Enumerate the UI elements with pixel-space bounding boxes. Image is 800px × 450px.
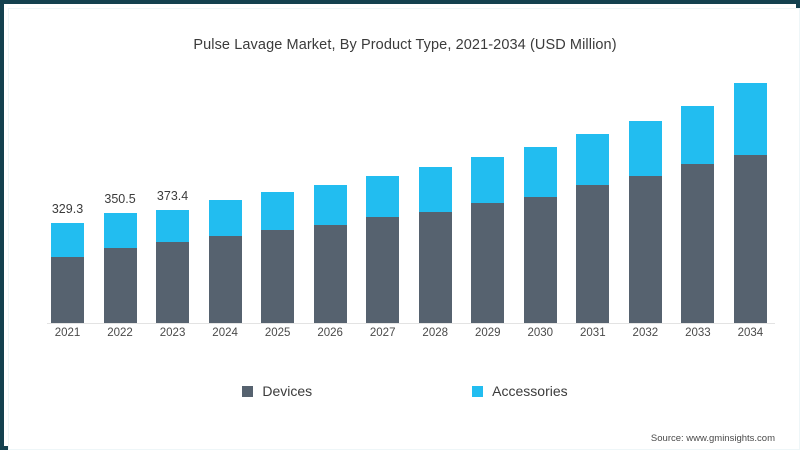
bar-column[interactable] xyxy=(628,69,662,323)
bar-stack[interactable] xyxy=(208,199,242,323)
bar-segment-accessories[interactable] xyxy=(366,176,400,218)
x-axis-line xyxy=(47,323,775,324)
bar-group: 329.3 350.5 373.4 xyxy=(39,69,779,323)
bar-segment-devices[interactable] xyxy=(681,163,715,323)
bar-column[interactable]: 373.4 xyxy=(156,69,190,323)
x-axis-tick-label: 2033 xyxy=(685,327,711,339)
bar-segment-accessories[interactable] xyxy=(471,157,505,204)
legend-item[interactable]: Devices xyxy=(242,383,312,399)
bar-segment-devices[interactable] xyxy=(628,175,662,323)
x-axis-tick-label: 2023 xyxy=(159,327,186,339)
chart-canvas: Pulse Lavage Market, By Product Type, 20… xyxy=(8,8,800,450)
bar-value-label: 350.5 xyxy=(104,192,136,207)
bar-segment-accessories[interactable] xyxy=(418,167,452,213)
bar-column[interactable]: 329.3 xyxy=(51,69,84,323)
bar-column[interactable] xyxy=(576,69,610,323)
bar-stack[interactable] xyxy=(628,121,662,323)
bar-segment-accessories[interactable] xyxy=(261,192,295,230)
bar-segment-accessories[interactable] xyxy=(103,213,137,249)
bar-stack[interactable] xyxy=(313,184,347,323)
legend-label: Devices xyxy=(262,383,313,399)
bar-segment-devices[interactable] xyxy=(733,154,767,323)
bar-column[interactable] xyxy=(681,69,715,323)
bar-stack[interactable] xyxy=(103,213,137,323)
source-attribution: Source: www.gminsights.com xyxy=(650,433,775,444)
x-axis-tick-label: 2025 xyxy=(264,327,291,339)
bar-value-label: 329.3 xyxy=(51,202,84,217)
bar-value-label: 373.4 xyxy=(156,189,189,204)
legend-swatch-icon xyxy=(472,385,484,397)
bar-segment-accessories[interactable] xyxy=(628,121,662,176)
bar-segment-devices[interactable] xyxy=(313,224,347,323)
bar-column[interactable] xyxy=(418,69,452,323)
bar-segment-devices[interactable] xyxy=(156,242,190,323)
bar-stack[interactable] xyxy=(261,192,295,323)
x-axis-tick-label: 2030 xyxy=(527,327,554,339)
bar-column[interactable] xyxy=(313,69,347,323)
bar-stack[interactable] xyxy=(681,106,715,323)
bar-segment-accessories[interactable] xyxy=(51,223,84,258)
bar-column[interactable] xyxy=(261,69,295,323)
bar-segment-accessories[interactable] xyxy=(576,133,610,185)
bar-segment-devices[interactable] xyxy=(471,203,505,323)
bar-segment-accessories[interactable] xyxy=(156,210,190,243)
bar-segment-devices[interactable] xyxy=(523,197,557,323)
bar-column[interactable] xyxy=(523,69,557,323)
bar-stack[interactable] xyxy=(523,147,557,323)
bar-segment-devices[interactable] xyxy=(366,217,400,323)
bar-stack[interactable] xyxy=(733,82,767,323)
bar-column[interactable] xyxy=(208,69,242,323)
x-axis-tick-label: 2031 xyxy=(580,327,606,339)
bar-segment-accessories[interactable] xyxy=(733,82,767,155)
bar-segment-accessories[interactable] xyxy=(208,199,242,236)
bar-segment-devices[interactable] xyxy=(418,212,452,323)
bar-stack[interactable] xyxy=(576,133,610,323)
bar-segment-accessories[interactable] xyxy=(523,147,557,198)
bar-stack[interactable] xyxy=(51,223,84,323)
bar-segment-accessories[interactable] xyxy=(681,106,715,164)
bar-stack[interactable] xyxy=(471,157,505,323)
x-axis-labels: 2021 2022 2023 2024 2025 2026 2027 2028 2029 2030… xyxy=(39,327,779,339)
x-axis-tick-label: 2021 xyxy=(54,327,81,339)
bar-segment-devices[interactable] xyxy=(51,257,84,323)
bar-stack[interactable] xyxy=(418,167,452,323)
legend-item[interactable]: Accessories xyxy=(472,383,568,399)
bar-stack[interactable] xyxy=(366,176,400,323)
x-axis-tick-label: 2032 xyxy=(632,327,659,339)
x-axis-tick-label: 2026 xyxy=(317,327,343,339)
bar-segment-accessories[interactable] xyxy=(313,184,347,225)
plot-area: 329.3 350.5 373.4 xyxy=(39,69,779,324)
x-axis-tick-label: 2029 xyxy=(474,327,501,339)
x-axis-tick-label: 2024 xyxy=(212,327,238,339)
bar-column[interactable] xyxy=(471,69,505,323)
bar-segment-devices[interactable] xyxy=(103,248,137,323)
legend-label: Accessories xyxy=(492,383,568,399)
chart-legend: Devices Accessories xyxy=(9,383,800,399)
bar-column[interactable]: 350.5 xyxy=(103,69,137,323)
x-axis-tick-label: 2027 xyxy=(369,327,396,339)
x-axis-tick-label: 2022 xyxy=(107,327,133,339)
bar-column[interactable] xyxy=(366,69,400,323)
x-axis-tick-label: 2034 xyxy=(737,327,764,339)
bar-segment-devices[interactable] xyxy=(208,235,242,323)
chart-title: Pulse Lavage Market, By Product Type, 20… xyxy=(193,37,617,53)
bar-segment-devices[interactable] xyxy=(576,184,610,323)
legend-swatch-icon xyxy=(242,385,254,397)
bar-segment-devices[interactable] xyxy=(261,229,295,323)
x-axis-tick-label: 2028 xyxy=(422,327,449,339)
bar-stack[interactable] xyxy=(156,210,190,323)
bar-column[interactable] xyxy=(733,69,767,323)
